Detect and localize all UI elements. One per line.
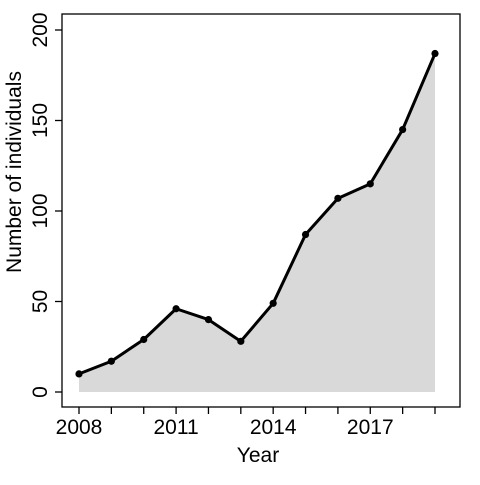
data-point — [107, 357, 115, 365]
x-axis: 2008 2011 2014 2017 — [56, 407, 436, 439]
y-tick-label: 50 — [29, 290, 52, 313]
data-point — [204, 316, 213, 324]
data-point — [75, 370, 83, 378]
x-tick-label: 2017 — [347, 416, 394, 439]
data-point — [237, 337, 245, 345]
y-tick-label: 200 — [29, 12, 52, 47]
data-point — [399, 125, 407, 134]
line-layer — [78, 52, 437, 376]
data-point — [140, 335, 148, 344]
marker-layer — [75, 49, 439, 378]
area-fill — [79, 53, 435, 392]
y-tick-label: 100 — [29, 193, 52, 228]
data-point — [301, 230, 310, 239]
series-line — [78, 52, 437, 376]
x-tick-label: 2014 — [250, 416, 297, 439]
area-layer — [79, 53, 435, 392]
data-point — [366, 180, 374, 188]
y-tick-label: 150 — [29, 103, 52, 138]
data-point — [172, 305, 180, 313]
y-axis-label: Number of individuals — [3, 71, 26, 273]
data-point — [431, 49, 439, 58]
x-tick-label: 2011 — [154, 416, 199, 439]
data-point — [269, 299, 277, 307]
x-axis-label: Year — [237, 444, 279, 467]
y-axis: 0 50 100 150 200 — [29, 12, 62, 398]
y-tick-label: 0 — [29, 386, 52, 398]
data-point — [334, 194, 342, 202]
x-tick-label: 2008 — [56, 416, 103, 439]
